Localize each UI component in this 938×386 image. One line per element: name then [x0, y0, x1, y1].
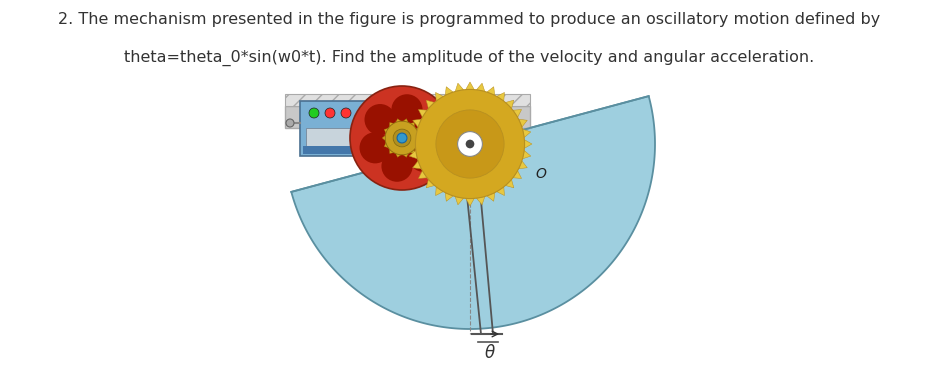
Circle shape [386, 121, 418, 155]
Circle shape [382, 151, 413, 182]
Polygon shape [292, 96, 655, 329]
Polygon shape [413, 119, 421, 127]
Circle shape [286, 119, 294, 127]
Circle shape [341, 108, 351, 118]
Polygon shape [506, 179, 514, 188]
Circle shape [365, 104, 396, 135]
Polygon shape [418, 135, 422, 141]
Bar [285, 94, 530, 106]
Polygon shape [455, 196, 463, 205]
Circle shape [414, 113, 445, 144]
Polygon shape [522, 129, 531, 137]
Bar [300, 101, 370, 156]
Polygon shape [408, 140, 416, 148]
Circle shape [391, 94, 422, 125]
Polygon shape [409, 129, 417, 137]
Polygon shape [466, 198, 475, 206]
Polygon shape [389, 149, 394, 154]
Polygon shape [519, 119, 527, 127]
Circle shape [397, 133, 407, 143]
Polygon shape [435, 93, 444, 101]
Polygon shape [409, 151, 417, 159]
Circle shape [408, 141, 440, 172]
Circle shape [309, 108, 319, 118]
Circle shape [436, 110, 504, 178]
Polygon shape [396, 154, 401, 157]
Polygon shape [506, 100, 514, 108]
Circle shape [416, 90, 524, 198]
Polygon shape [383, 135, 386, 141]
Polygon shape [410, 122, 415, 127]
Polygon shape [446, 193, 453, 201]
Text: O: O [535, 167, 546, 181]
Polygon shape [396, 119, 401, 122]
Polygon shape [435, 187, 444, 196]
Polygon shape [466, 82, 475, 90]
Circle shape [359, 132, 391, 163]
Circle shape [325, 108, 335, 118]
Polygon shape [496, 93, 505, 101]
Circle shape [465, 140, 475, 148]
Polygon shape [389, 122, 394, 127]
Polygon shape [487, 87, 494, 95]
Polygon shape [418, 110, 427, 117]
Circle shape [393, 129, 411, 147]
Circle shape [458, 132, 482, 156]
Bar [285, 106, 530, 128]
Polygon shape [385, 129, 388, 133]
Polygon shape [477, 196, 485, 205]
Polygon shape [385, 143, 388, 147]
Polygon shape [524, 140, 532, 148]
Polygon shape [416, 143, 420, 147]
Polygon shape [403, 154, 408, 157]
Polygon shape [403, 119, 408, 122]
Polygon shape [513, 110, 522, 117]
Bar [306, 128, 364, 148]
Circle shape [350, 86, 454, 190]
Polygon shape [496, 187, 505, 196]
Polygon shape [426, 179, 434, 188]
Polygon shape [413, 161, 421, 169]
Text: theta=theta_0*sin(w0*t). Find the amplitude of the velocity and angular accelera: theta=theta_0*sin(w0*t). Find the amplit… [124, 50, 814, 66]
Polygon shape [410, 149, 415, 154]
Polygon shape [416, 129, 420, 133]
Text: $\theta$: $\theta$ [484, 344, 496, 362]
Text: 2. The mechanism presented in the figure is programmed to produce an oscillatory: 2. The mechanism presented in the figure… [58, 12, 880, 27]
Polygon shape [426, 100, 434, 108]
Polygon shape [522, 151, 531, 159]
Polygon shape [513, 171, 522, 178]
Bar [303, 146, 367, 154]
Polygon shape [477, 83, 485, 91]
Polygon shape [446, 87, 453, 95]
Polygon shape [455, 83, 463, 91]
Polygon shape [487, 193, 494, 201]
Polygon shape [519, 161, 527, 169]
Polygon shape [418, 171, 427, 178]
